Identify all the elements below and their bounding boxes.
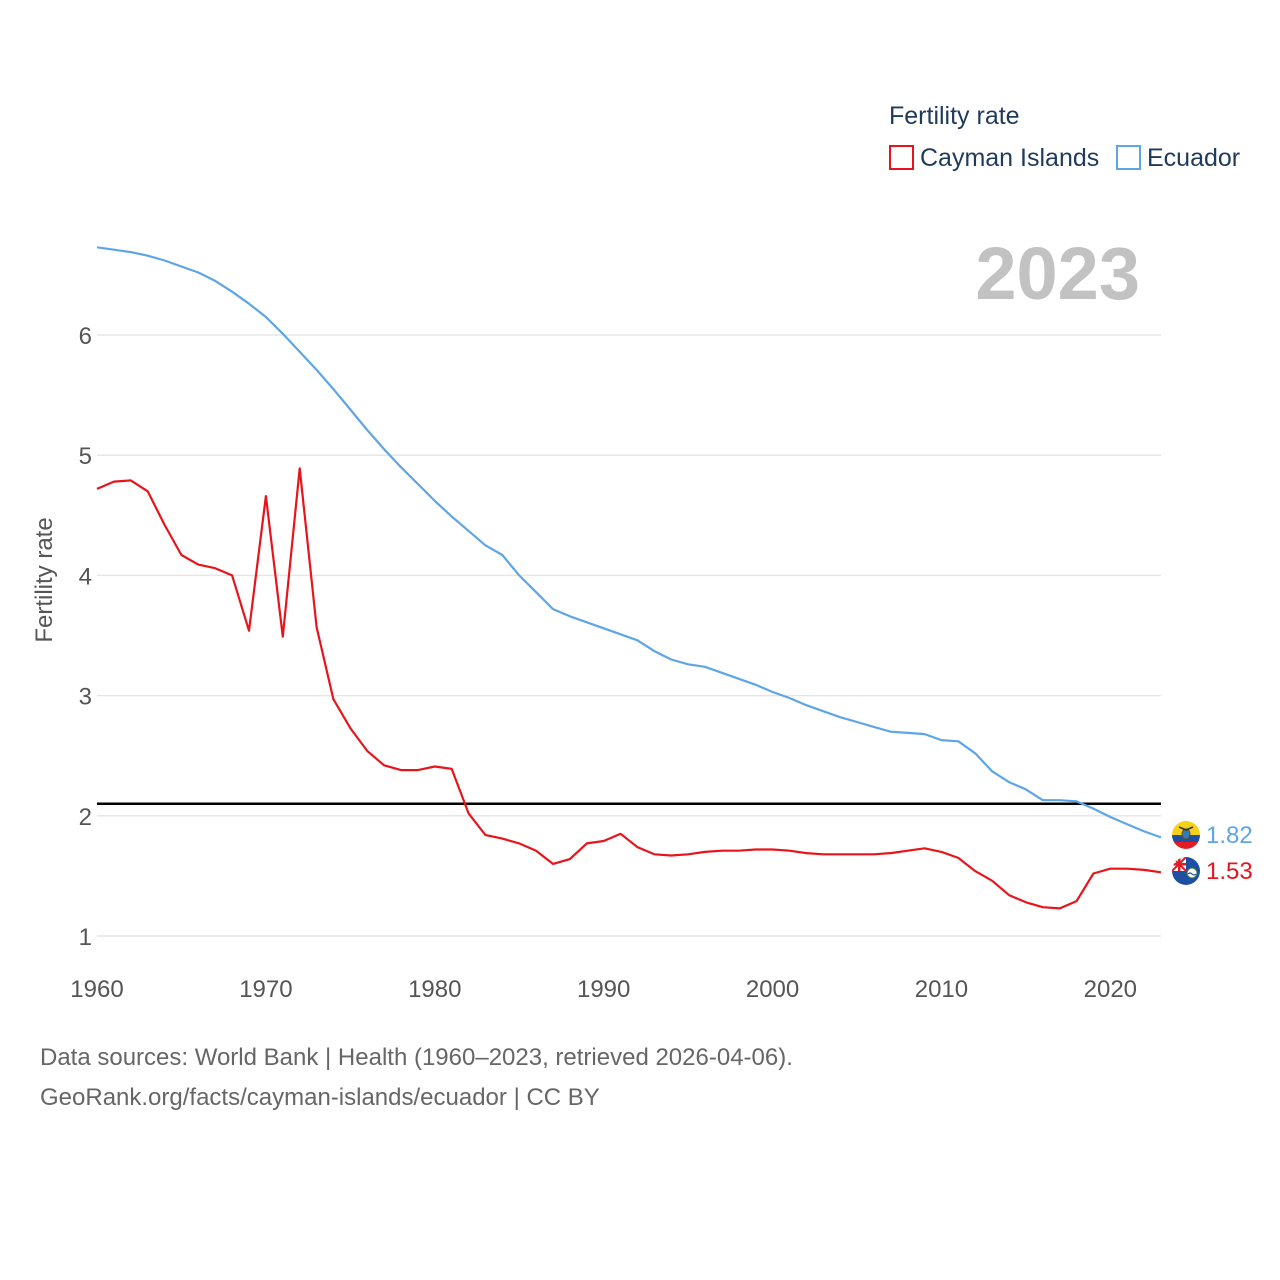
- series-lines: [96, 246, 1162, 910]
- y-tick-label: 3: [79, 684, 92, 711]
- y-tick-label: 5: [79, 443, 92, 470]
- ecuador-flag-icon: [1172, 821, 1200, 849]
- x-tick-label: 1970: [239, 976, 292, 1003]
- x-tick-label: 2020: [1084, 976, 1137, 1003]
- gridlines: [97, 334, 1161, 937]
- legend-swatch-cayman-islands[interactable]: [889, 145, 914, 170]
- y-tick-label: 1: [79, 924, 92, 951]
- end-value-ecuador: 1.82: [1206, 822, 1253, 849]
- footer-sources: Data sources: World Bank | Health (1960–…: [40, 1044, 793, 1071]
- y-tick-label: 2: [79, 804, 92, 831]
- x-tick-label: 2000: [746, 976, 799, 1003]
- x-tick-label: 2010: [915, 976, 968, 1003]
- series-line-ecuador[interactable]: [96, 246, 1162, 839]
- x-tick-label: 1990: [577, 976, 630, 1003]
- x-tick-label: 1960: [70, 976, 123, 1003]
- legend-swatch-ecuador[interactable]: [1116, 145, 1141, 170]
- x-tick-label: 1980: [408, 976, 461, 1003]
- footer-attribution: GeoRank.org/facts/cayman-islands/ecuador…: [40, 1084, 600, 1111]
- end-value-cayman-islands: 1.53: [1206, 858, 1253, 885]
- legend: Fertility rate Cayman Islands Ecuador: [889, 102, 1240, 172]
- legend-label-cayman-islands[interactable]: Cayman Islands: [920, 144, 1099, 172]
- y-axis-ticks: 1 2 3 4 5 6: [79, 323, 92, 951]
- y-tick-label: 6: [79, 323, 92, 350]
- series-line-cayman-islands[interactable]: [96, 467, 1162, 910]
- y-axis-label: Fertility rate: [31, 517, 58, 642]
- year-label: 2023: [975, 232, 1140, 315]
- y-tick-label: 4: [79, 563, 92, 590]
- cayman-islands-flag-icon: [1172, 857, 1200, 885]
- legend-title: Fertility rate: [889, 102, 1020, 130]
- end-markers: 1.82 1.53: [1172, 821, 1253, 885]
- legend-label-ecuador[interactable]: Ecuador: [1147, 144, 1240, 172]
- x-axis-ticks: 1960 1970 1980 1990 2000 2010 2020: [70, 976, 1137, 1003]
